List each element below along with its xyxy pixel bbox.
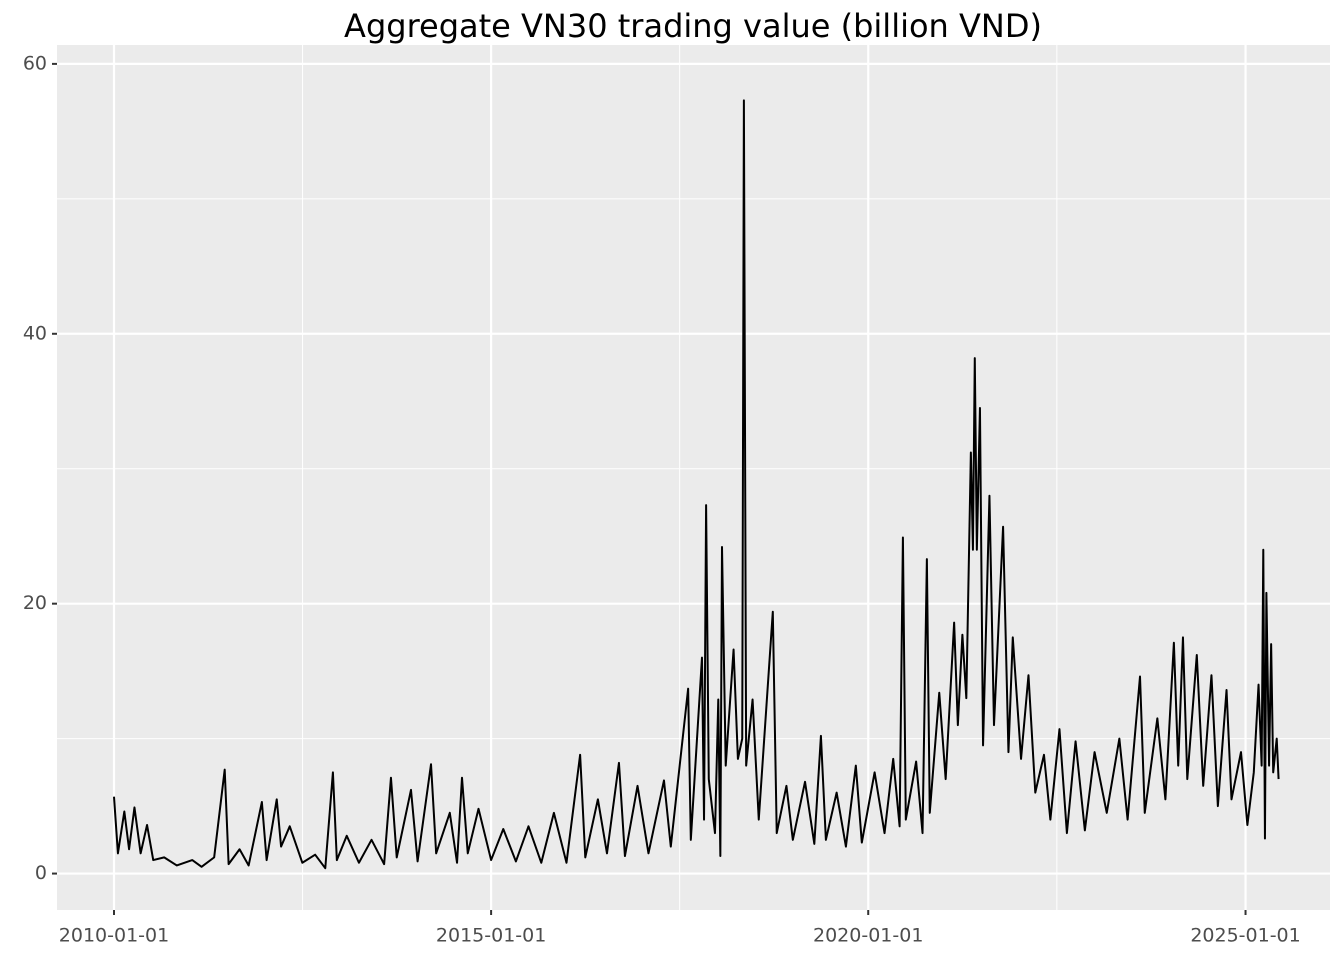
y-tick-label: 60	[23, 52, 47, 74]
y-tick-label: 40	[23, 322, 47, 344]
panel	[57, 45, 1330, 910]
x-tick-label: 2025-01-01	[1190, 925, 1300, 947]
y-tick-label: 20	[23, 592, 47, 614]
line	[113, 99, 1280, 870]
x-tick-label: 2010-01-01	[59, 925, 169, 947]
x-tick-label: 2020-01-01	[813, 925, 923, 947]
x-tick-label: 2015-01-01	[436, 925, 546, 947]
chart-title: Aggregate VN30 trading value (billion VN…	[344, 7, 1042, 45]
y-tick-label: 0	[35, 862, 47, 884]
